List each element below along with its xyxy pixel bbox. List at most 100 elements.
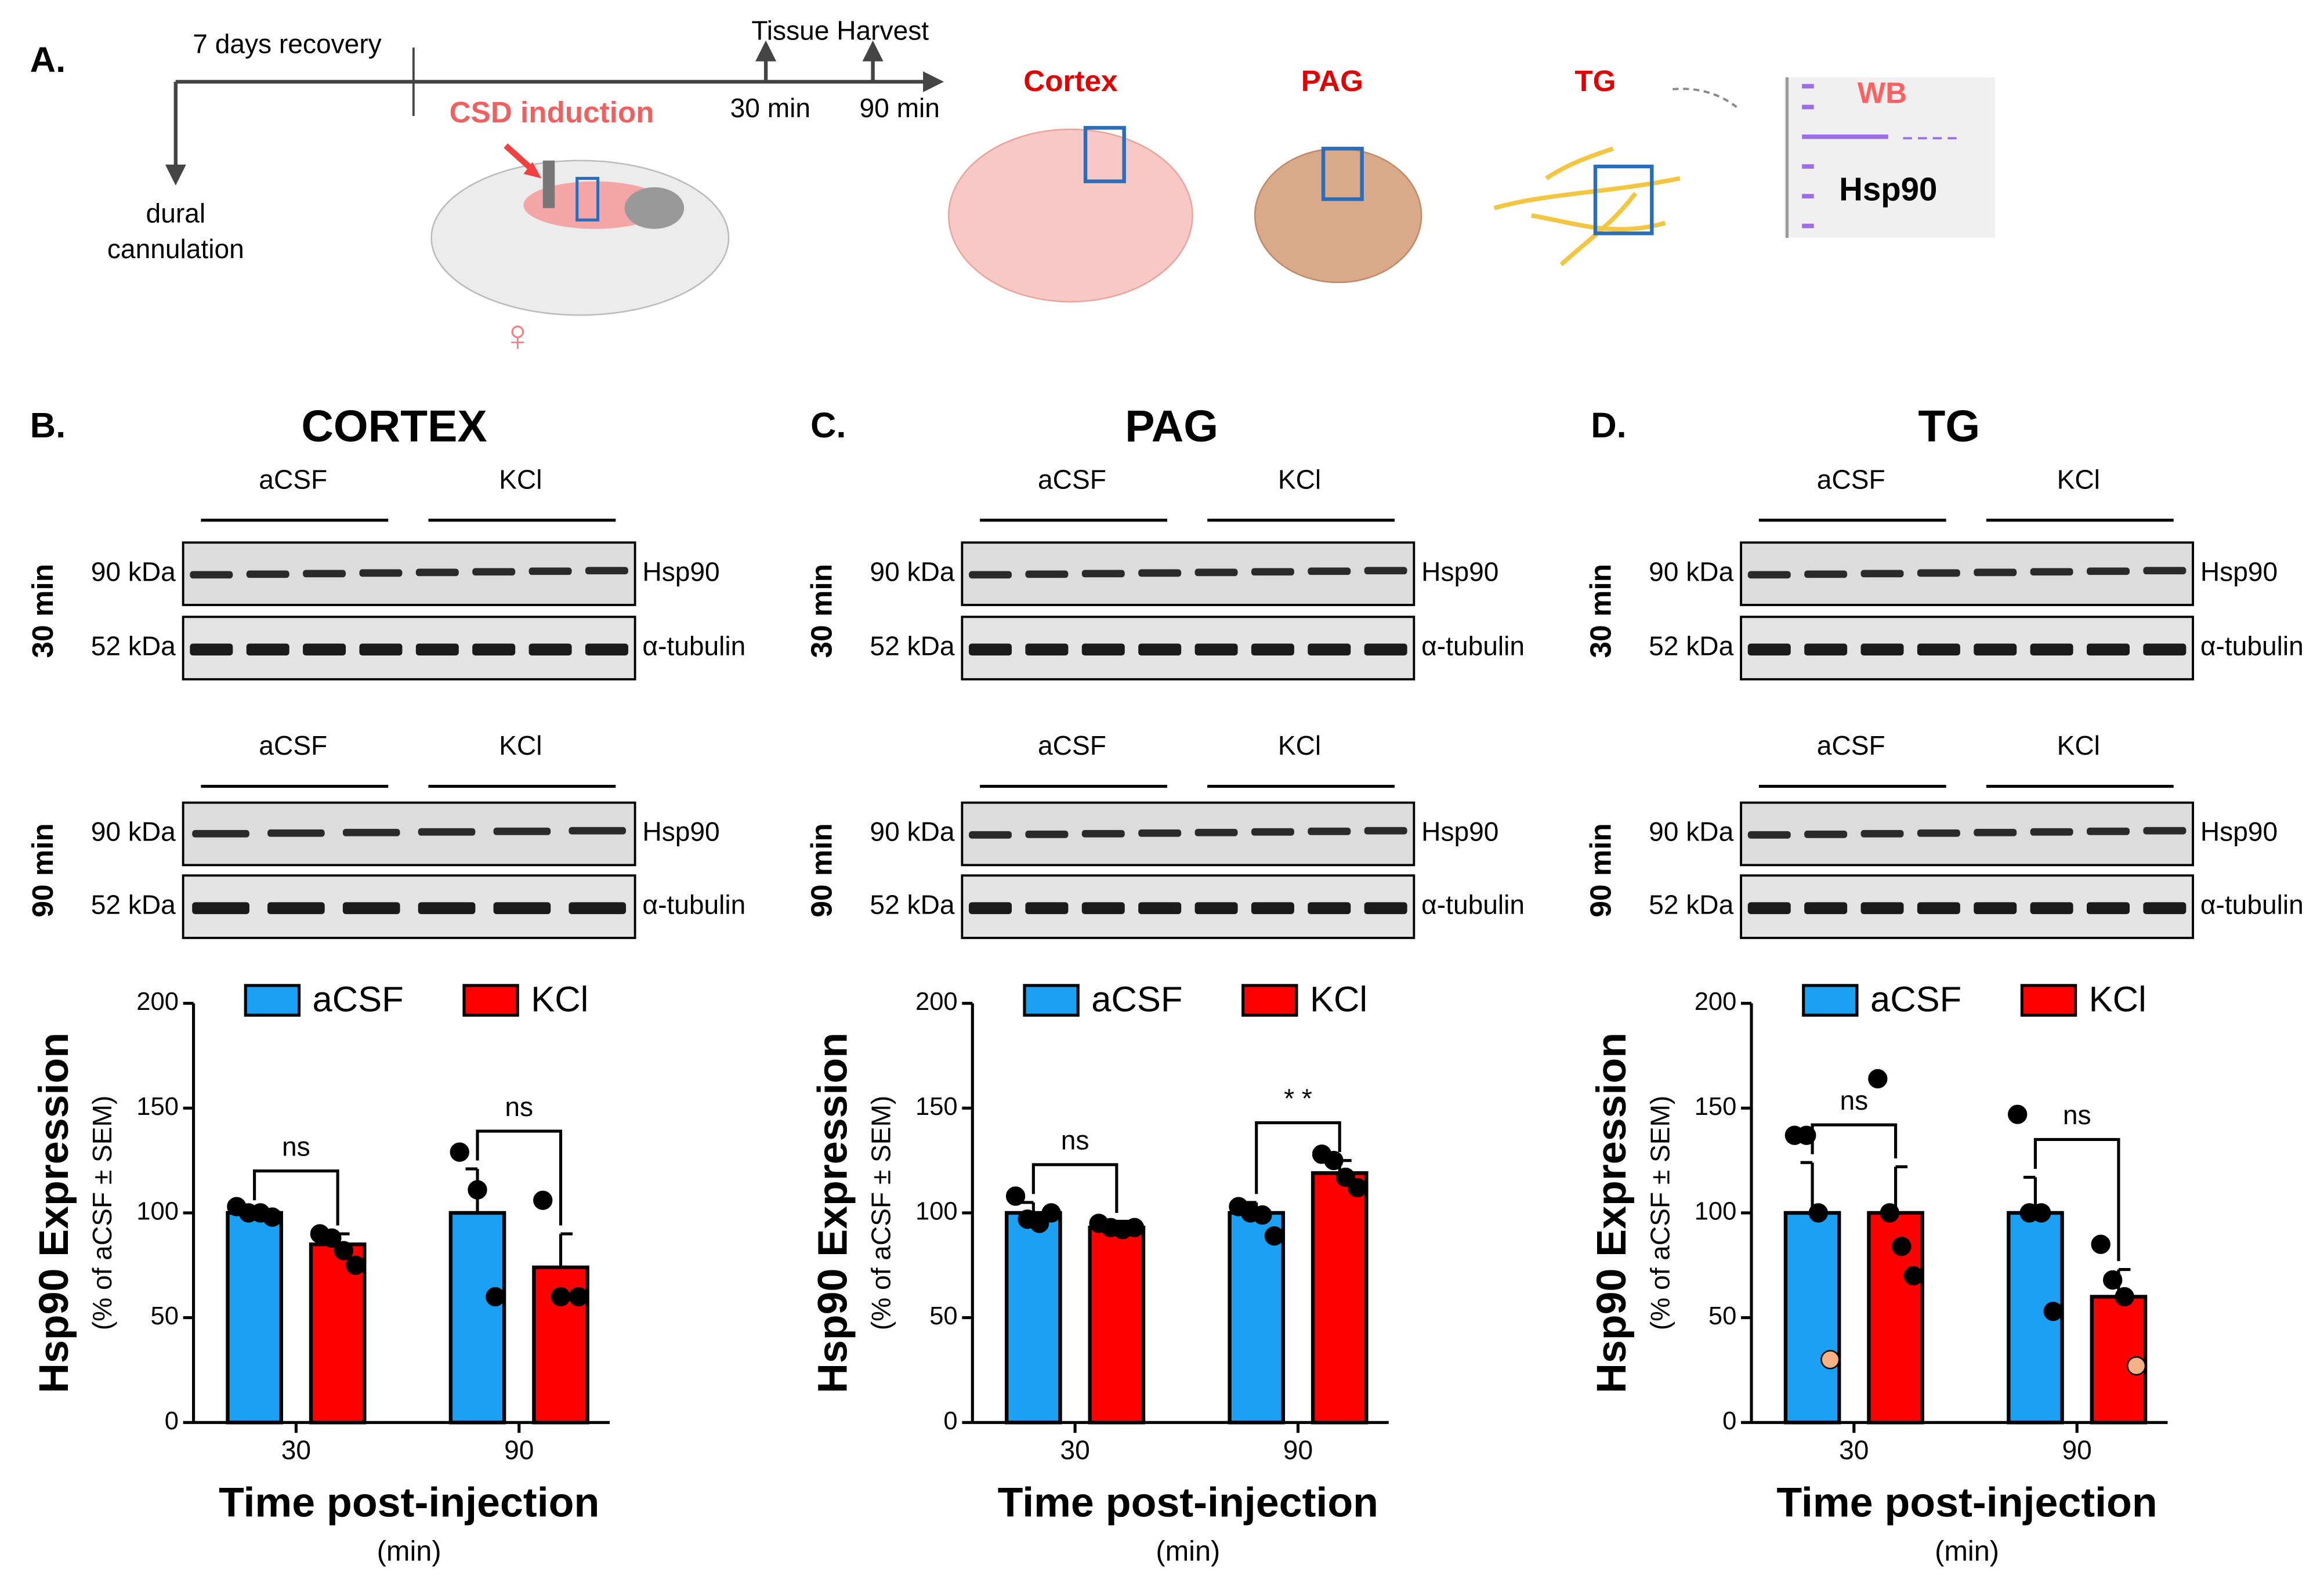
significance-label: ns — [2063, 1100, 2091, 1130]
band — [1251, 828, 1294, 836]
band — [1364, 902, 1407, 914]
band — [1860, 643, 1904, 656]
band — [1974, 828, 2017, 836]
y-tick-label: 100 — [136, 1197, 179, 1225]
protein-label: α-tubulin — [2200, 631, 2304, 661]
arrowhead — [165, 164, 186, 186]
band — [472, 643, 516, 656]
band — [969, 571, 1012, 579]
x-axis-sublabel: (min) — [1935, 1536, 1999, 1567]
band — [1194, 828, 1238, 836]
significance-bracket — [1255, 1121, 1341, 1194]
band — [493, 902, 551, 914]
panel-title: TG — [1918, 401, 1980, 451]
band — [342, 828, 400, 836]
band — [569, 827, 627, 835]
data-point — [262, 1207, 283, 1227]
band — [528, 567, 572, 575]
band — [1747, 902, 1791, 914]
mouse — [430, 143, 730, 316]
data-point — [2091, 1234, 2111, 1254]
size-label: 90 kDa — [91, 556, 176, 586]
y-tick-label: 0 — [1722, 1407, 1736, 1435]
protein-label: α-tubulin — [1421, 889, 1525, 919]
protein-label: Hsp90 — [2200, 817, 2278, 847]
band — [1974, 643, 2017, 656]
band — [1308, 567, 1351, 575]
size-label: 52 kDa — [870, 889, 954, 919]
significance-bracket — [2033, 1138, 2120, 1262]
band — [1974, 568, 2017, 577]
protein-label: Hsp90 — [1421, 556, 1498, 586]
panel-title: CORTEX — [301, 401, 487, 451]
band — [1138, 902, 1182, 914]
time-label: 30 min — [730, 93, 810, 123]
wb-label: WB — [1858, 77, 1907, 110]
band — [2143, 902, 2187, 914]
band — [1194, 902, 1238, 914]
size-label: 52 kDa — [91, 889, 176, 919]
band — [1251, 902, 1294, 914]
size-label: 90 kDa — [870, 556, 954, 586]
band — [2143, 643, 2187, 656]
band — [969, 831, 1012, 839]
significance-label: * * — [1284, 1083, 1312, 1113]
data-point — [551, 1287, 571, 1307]
protein-label: Hsp90 — [642, 556, 719, 586]
band — [1364, 643, 1407, 656]
group-label: KCl — [2057, 464, 2100, 494]
protein-label: α-tubulin — [2200, 889, 2304, 919]
panel-title: PAG — [1125, 401, 1218, 451]
band — [1251, 643, 1294, 656]
x-axis-label: Time post-injection — [219, 1480, 599, 1526]
band — [1194, 568, 1238, 577]
band — [1747, 643, 1791, 656]
legend-label: KCl — [1310, 979, 1367, 1019]
x-tick-label: 90 — [504, 1435, 534, 1465]
recovery-label: 7 days recovery — [193, 29, 381, 59]
band — [585, 567, 628, 575]
region-label: TG — [1574, 64, 1616, 97]
group-label: KCl — [1278, 730, 1321, 760]
y-tick-label: 50 — [1708, 1302, 1736, 1330]
band — [1917, 569, 1960, 577]
wb-protein: Hsp90 — [1839, 171, 1937, 207]
legend-swatch — [244, 984, 301, 1017]
band — [1194, 643, 1238, 656]
size-label: 90 kDa — [91, 817, 176, 847]
group-label: aCSF — [1817, 730, 1885, 760]
size-label: 90 kDa — [870, 817, 954, 847]
x-axis-sublabel: (min) — [377, 1536, 441, 1567]
data-point — [2115, 1287, 2134, 1307]
band — [569, 902, 627, 914]
legend-swatch — [462, 984, 519, 1017]
protein-label: Hsp90 — [642, 817, 719, 847]
band — [2086, 902, 2130, 914]
data-point — [486, 1287, 505, 1307]
protein-label: α-tubulin — [642, 889, 745, 919]
band — [969, 902, 1012, 914]
blot-box — [182, 801, 636, 867]
band — [1138, 643, 1182, 656]
time-label: 30 min — [26, 564, 59, 658]
data-point — [2127, 1356, 2146, 1376]
wb-box — [1784, 77, 1996, 238]
significance-label: ns — [282, 1131, 310, 1161]
time-label: 90 min — [805, 823, 838, 917]
data-point — [1124, 1218, 1145, 1237]
band — [303, 570, 346, 578]
x-tick-label: 30 — [281, 1435, 311, 1465]
band — [2030, 828, 2073, 836]
band — [418, 828, 476, 836]
pag-slice — [1254, 147, 1422, 284]
time-label: 90 min — [860, 93, 940, 123]
legend-swatch — [1802, 984, 1859, 1017]
time-label: 30 min — [1584, 564, 1617, 658]
time-label: 90 min — [1584, 823, 1617, 917]
band — [192, 829, 249, 838]
arrowhead — [755, 40, 777, 61]
induction-label: CSD induction — [450, 96, 654, 129]
y-tick-label: 200 — [136, 988, 179, 1016]
data-point — [1264, 1226, 1284, 1246]
y-tick-label: 150 — [136, 1093, 179, 1121]
